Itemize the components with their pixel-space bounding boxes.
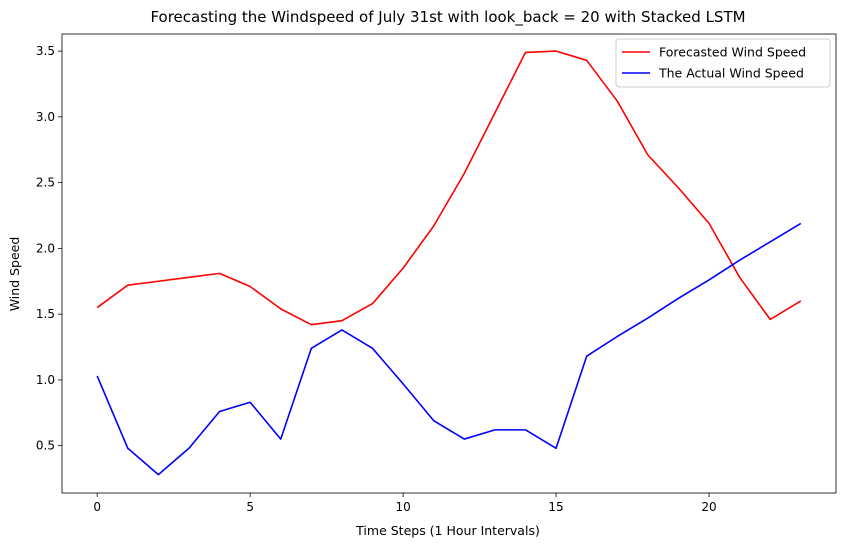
y-tick-label: 3.5 xyxy=(36,44,55,58)
legend-entry-label: The Actual Wind Speed xyxy=(658,66,804,81)
y-tick-label: 1.0 xyxy=(36,373,55,387)
plot-area xyxy=(96,50,802,476)
series-line-forecasted xyxy=(96,50,802,326)
y-axis-label: Wind Speed xyxy=(7,237,22,312)
legend: Forecasted Wind Speed The Actual Wind Spe… xyxy=(615,38,831,88)
y-tick-label: 1.5 xyxy=(36,307,55,321)
x-tick-label: 0 xyxy=(93,500,101,514)
legend-entry-label: Forecasted Wind Speed xyxy=(659,45,806,60)
y-tick-label: 0.5 xyxy=(36,439,55,453)
y-tick-label: 2.5 xyxy=(36,176,55,190)
x-tick-label: 20 xyxy=(701,500,716,514)
x-axis-label: Time Steps (1 Hour Intervals) xyxy=(355,523,540,538)
plot-frame xyxy=(61,33,837,494)
x-tick-label: 15 xyxy=(548,500,563,514)
series-line-actual xyxy=(96,222,802,476)
legend-box xyxy=(615,38,831,88)
y-axis: 0.5 1.0 1.5 2.0 2.5 3.0 3.5 xyxy=(36,44,62,453)
y-tick-label: 2.0 xyxy=(36,241,55,255)
chart-title: Forecasting the Windspeed of July 31st w… xyxy=(150,8,745,27)
x-tick-label: 10 xyxy=(395,500,410,514)
y-tick-label: 3.0 xyxy=(36,110,55,124)
x-axis: 0 5 10 15 20 xyxy=(93,493,717,514)
x-tick-label: 5 xyxy=(246,500,254,514)
